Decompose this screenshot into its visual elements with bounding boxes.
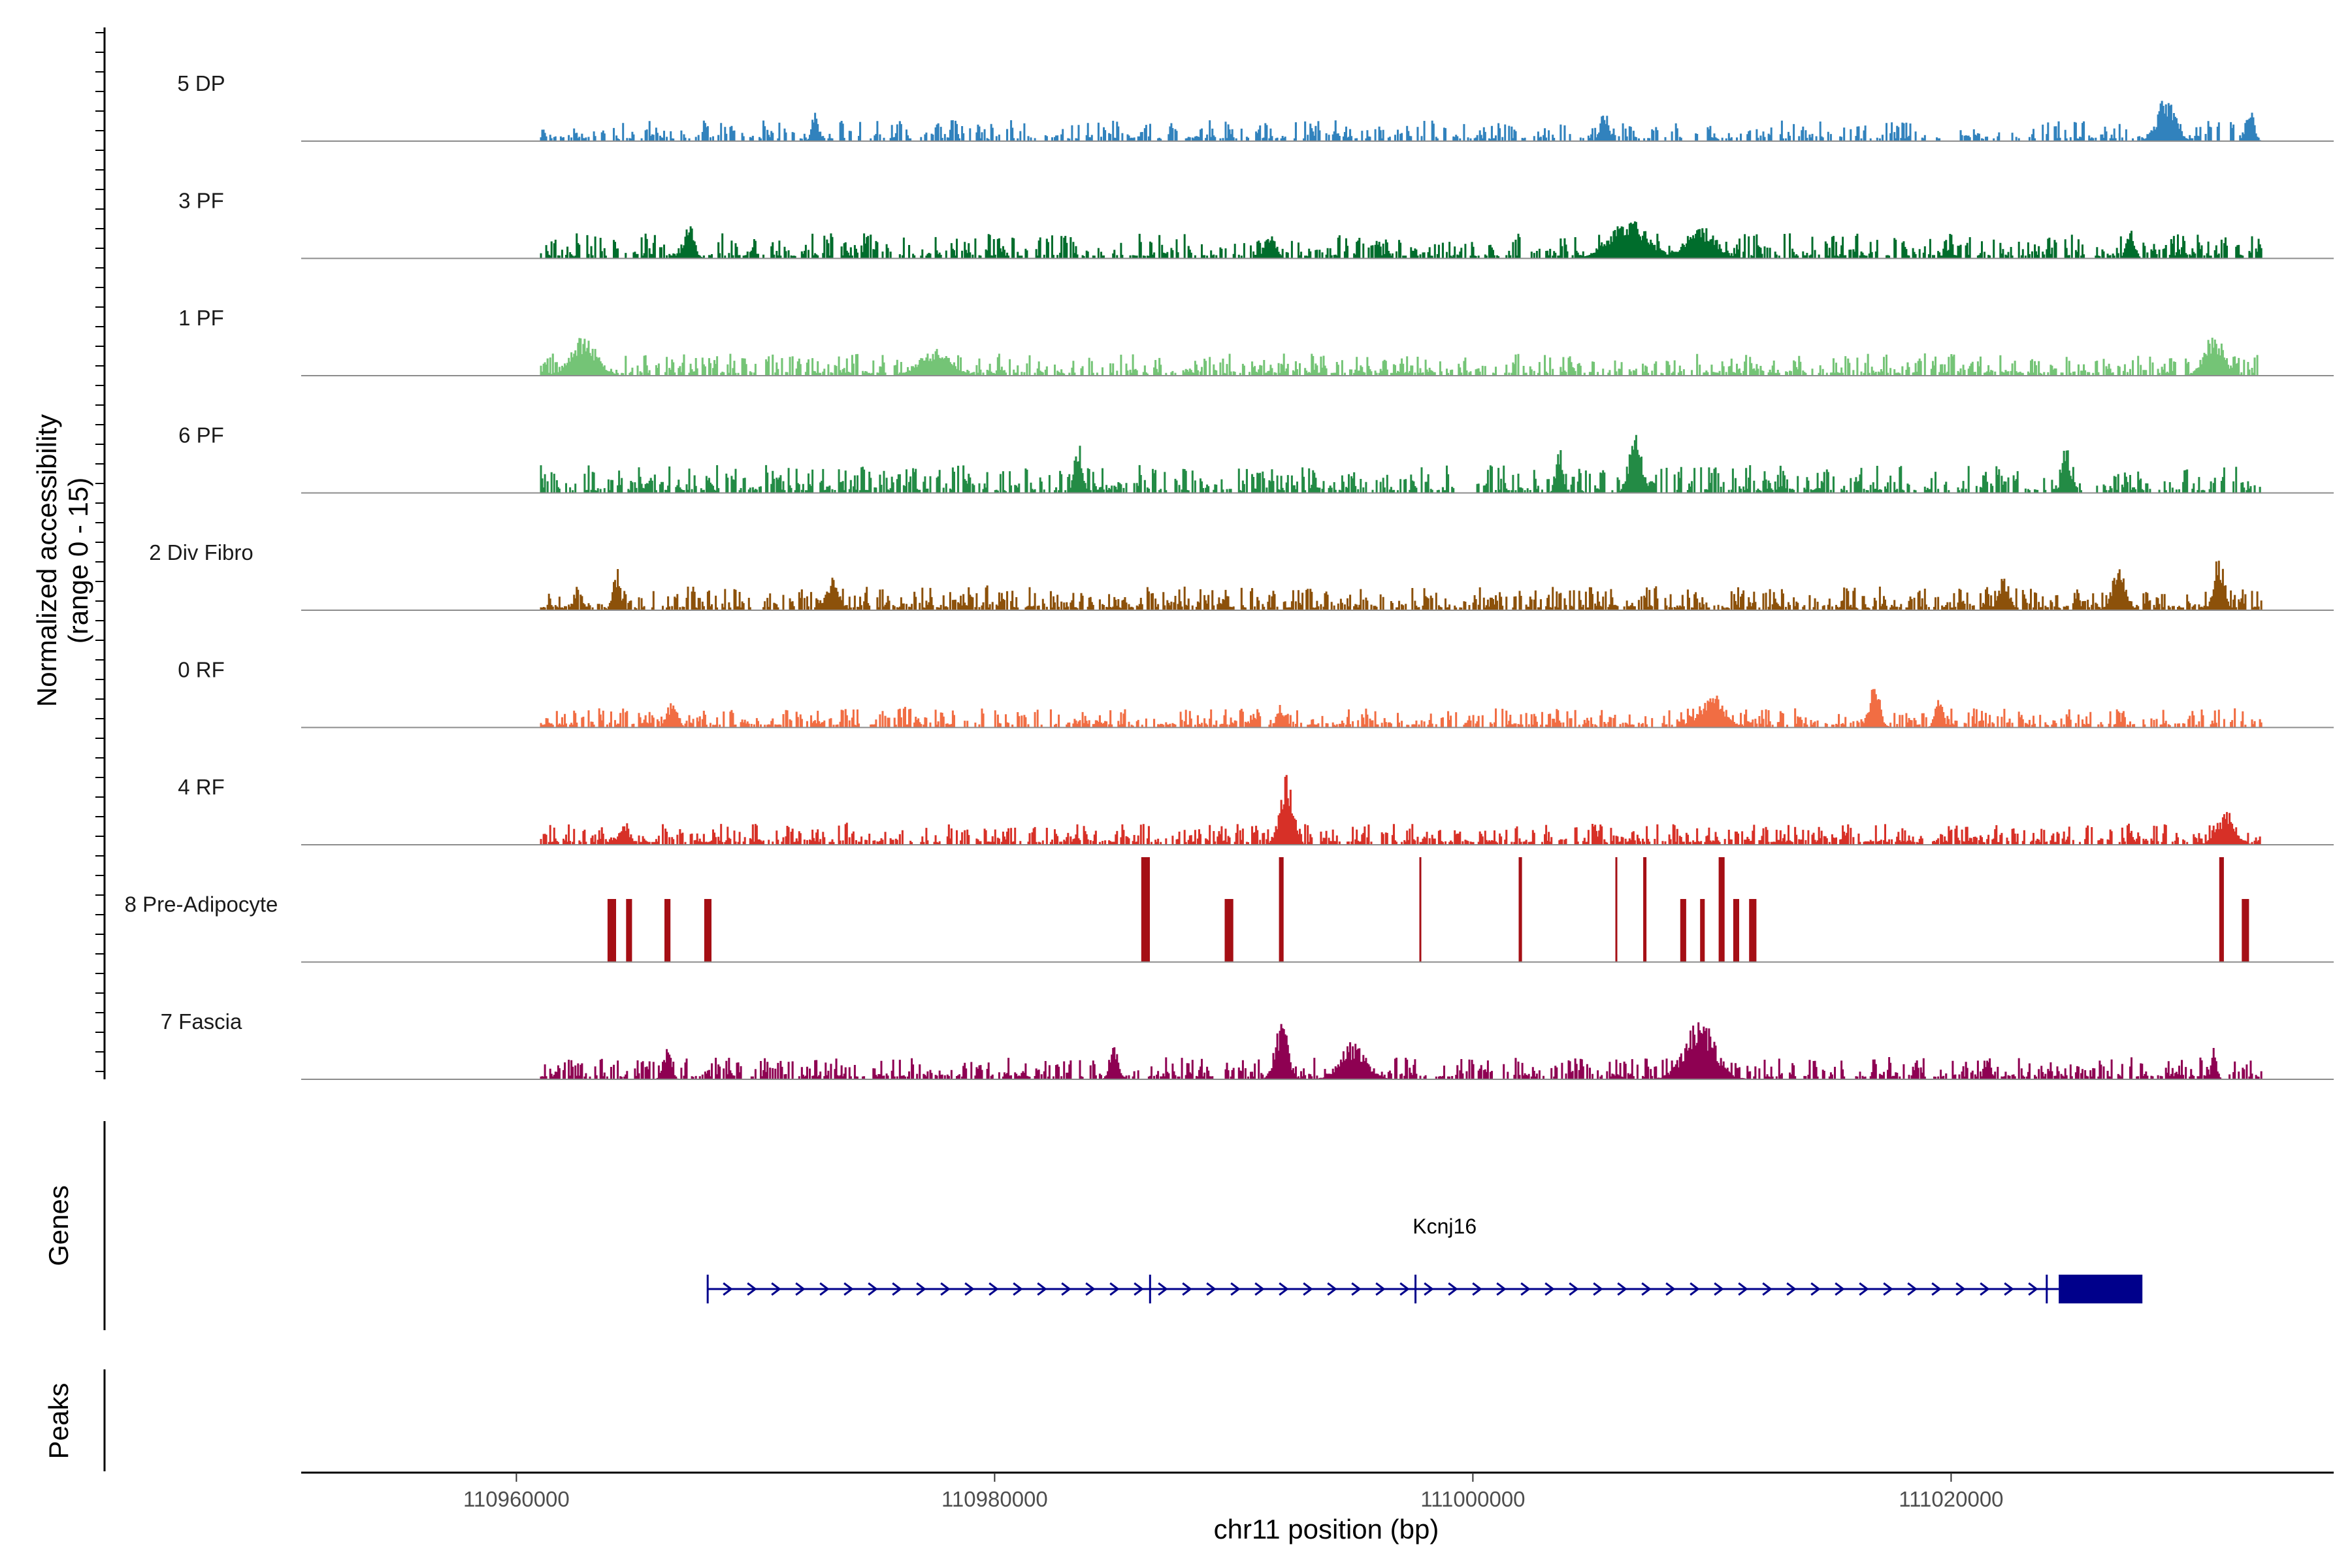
track-label: 3 PF [178,189,224,213]
track-signal [540,1022,2262,1080]
strand-chevron-icon [747,1282,757,1296]
strand-chevron-icon [1230,1282,1241,1296]
track-label: 2 Div Fibro [149,540,253,564]
track-signal [540,775,2261,845]
coverage-tracks: 5 DP 3 PF 1 PF 6 PF 2 Div Fibro 0 RF 4 RF 8 Pre… [125,71,2334,1080]
strand-chevron-icon [1859,1282,1869,1296]
strand-chevron-icon [843,1282,854,1296]
coding-exon-block [2059,1275,2143,1303]
strand-chevron-icon [1955,1282,1966,1296]
strand-chevron-icon [1714,1282,1724,1296]
strand-chevron-icon [1544,1282,1555,1296]
strand-chevron-icon [819,1282,830,1296]
strand-chevron-icon [1883,1282,1893,1296]
x-axis-ticks: 110960000 110980000 111000000 111020000 [463,1473,2004,1511]
strand-chevrons [723,1282,2038,1296]
strand-chevron-icon [988,1282,999,1296]
strand-chevron-icon [868,1282,878,1296]
strand-chevron-icon [1472,1282,1482,1296]
strand-chevron-icon [1061,1282,1071,1296]
strand-chevron-icon [1786,1282,1797,1296]
genes-panel-title: Genes [43,1185,74,1266]
gene-model: Kcnj16 [706,1215,2143,1303]
track-label: 6 PF [178,423,224,448]
track-2-div-fibro: 2 Div Fibro [149,540,2334,611]
track-label: 5 DP [177,71,225,95]
track-signal [540,561,2262,611]
strand-chevron-icon [1690,1282,1700,1296]
strand-chevron-icon [795,1282,806,1296]
strand-chevron-icon [1617,1282,1627,1296]
strand-chevron-icon [1448,1282,1458,1296]
track-signal [540,689,2262,728]
strand-chevron-icon [1375,1282,1386,1296]
strand-chevron-icon [916,1282,926,1296]
y-axis-title-line1: Normalized accessibility [31,414,62,707]
strand-chevron-icon [940,1282,951,1296]
track-label: 0 RF [178,658,225,682]
strand-chevron-icon [964,1282,975,1296]
strand-chevron-icon [1593,1282,1603,1296]
strand-chevron-icon [1158,1282,1168,1296]
strand-chevron-icon [1327,1282,1337,1296]
strand-chevron-icon [1134,1282,1144,1296]
strand-chevron-icon [1810,1282,1821,1296]
strand-chevron-icon [1085,1282,1096,1296]
strand-chevron-icon [1109,1282,1120,1296]
strand-chevron-icon [1399,1282,1410,1296]
track-label: 4 RF [178,775,225,799]
track-signal [540,101,2261,142]
strand-chevron-icon [892,1282,902,1296]
x-tick-label: 111020000 [1899,1487,2003,1511]
coverage-y-ticks [95,32,105,1072]
strand-chevron-icon [1931,1282,1942,1296]
strand-chevron-icon [1424,1282,1434,1296]
strand-chevron-icon [1980,1282,1990,1296]
strand-chevron-icon [771,1282,781,1296]
strand-chevron-icon [1496,1282,1507,1296]
track-label: 1 PF [178,306,224,330]
strand-chevron-icon [2004,1282,2014,1296]
strand-chevron-icon [1738,1282,1748,1296]
strand-chevron-icon [1665,1282,1676,1296]
strand-chevron-icon [2028,1282,2038,1296]
strand-chevron-icon [1182,1282,1192,1296]
strand-chevron-icon [1037,1282,1047,1296]
track-1-pf: 1 PF [178,306,2334,376]
track-label: 8 Pre-Adipocyte [125,892,278,917]
strand-chevron-icon [1641,1282,1652,1296]
strand-chevron-icon [1569,1282,1579,1296]
x-tick-label: 110980000 [941,1487,1048,1511]
strand-chevron-icon [1279,1282,1289,1296]
track-3-pf: 3 PF [178,189,2334,259]
track-0-rf: 0 RF [178,658,2334,728]
strand-chevron-icon [1520,1282,1531,1296]
strand-chevron-icon [1835,1282,1845,1296]
strand-chevron-icon [1254,1282,1265,1296]
strand-chevron-icon [1303,1282,1313,1296]
x-tick-label: 110960000 [463,1487,570,1511]
track-4-rf: 4 RF [178,775,2334,845]
track-label: 7 Fascia [161,1009,242,1034]
track-signal [540,337,2259,376]
x-axis-title: chr11 position (bp) [1214,1514,1439,1544]
strand-chevron-icon [1762,1282,1772,1296]
track-signal [540,434,2261,493]
strand-chevron-icon [1351,1282,1362,1296]
x-tick-label: 111000000 [1420,1487,1525,1511]
track-5-dp: 5 DP [177,71,2334,142]
strand-chevron-icon [1907,1282,1918,1296]
strand-chevron-icon [723,1282,733,1296]
track-signal [540,221,2262,259]
track-8-pre-adipocyte: 8 Pre-Adipocyte [125,857,2334,963]
y-axis-title-line2: (range 0 - 15) [63,478,93,644]
track-6-pf: 6 PF [178,423,2334,494]
track-7-fascia: 7 Fascia [161,1009,2334,1080]
peaks-panel-title: Peaks [43,1383,74,1460]
strand-chevron-icon [1013,1282,1023,1296]
gene-label: Kcnj16 [1413,1215,1477,1238]
strand-chevron-icon [1206,1282,1217,1296]
